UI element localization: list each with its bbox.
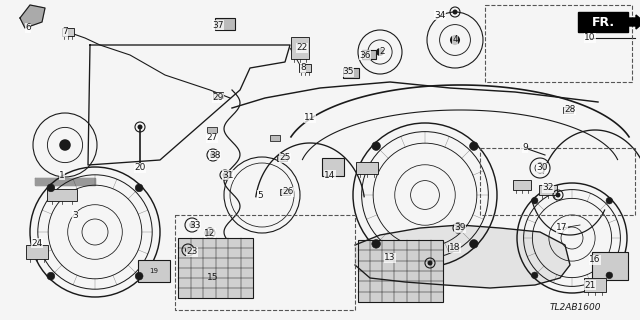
Circle shape — [185, 247, 191, 253]
Text: 11: 11 — [304, 114, 316, 123]
Text: 14: 14 — [324, 171, 336, 180]
Bar — [47, 189, 77, 201]
Bar — [175, 215, 355, 310]
Bar — [215, 18, 235, 30]
Polygon shape — [355, 225, 570, 288]
Bar — [299, 64, 311, 72]
Text: 24: 24 — [31, 238, 43, 247]
Circle shape — [189, 222, 195, 228]
Bar — [213, 92, 223, 98]
Bar — [207, 127, 217, 133]
Text: TL2AB1600: TL2AB1600 — [549, 303, 601, 313]
Circle shape — [47, 184, 55, 192]
Text: FR.: FR. — [591, 15, 614, 28]
Circle shape — [135, 184, 143, 192]
Bar — [480, 148, 635, 215]
Text: 23: 23 — [186, 247, 198, 257]
Text: 26: 26 — [282, 188, 294, 196]
Text: 38: 38 — [209, 150, 221, 159]
Text: 10: 10 — [584, 34, 596, 43]
Text: 15: 15 — [207, 273, 219, 282]
Text: 1: 1 — [59, 171, 65, 180]
FancyArrow shape — [629, 15, 640, 29]
Text: 7: 7 — [62, 28, 68, 36]
Text: 33: 33 — [189, 220, 201, 229]
Text: 39: 39 — [454, 223, 466, 233]
Bar — [280, 189, 290, 195]
Circle shape — [372, 142, 380, 150]
Bar — [592, 252, 628, 280]
Text: 28: 28 — [564, 106, 576, 115]
Bar — [277, 155, 287, 161]
Text: 34: 34 — [435, 11, 445, 20]
Text: 21: 21 — [584, 281, 596, 290]
Text: 6: 6 — [25, 23, 31, 33]
Text: 9: 9 — [522, 143, 528, 153]
Circle shape — [138, 124, 143, 130]
Bar — [513, 180, 531, 190]
Polygon shape — [35, 178, 95, 185]
Bar — [178, 238, 253, 298]
Polygon shape — [20, 5, 45, 28]
Text: 31: 31 — [222, 171, 234, 180]
Text: 12: 12 — [204, 228, 216, 237]
Text: 37: 37 — [212, 20, 224, 29]
Circle shape — [450, 35, 460, 45]
Bar — [26, 245, 48, 259]
Text: 4: 4 — [452, 36, 458, 44]
Bar — [343, 68, 359, 78]
Text: 3: 3 — [72, 211, 78, 220]
Text: 32: 32 — [542, 183, 554, 193]
Circle shape — [47, 272, 55, 280]
Text: 16: 16 — [589, 255, 601, 265]
Text: 2: 2 — [379, 47, 385, 57]
Text: 13: 13 — [384, 253, 396, 262]
Bar — [584, 278, 606, 292]
Bar — [448, 245, 458, 251]
Circle shape — [223, 172, 227, 178]
Text: 20: 20 — [134, 164, 146, 172]
Bar — [356, 162, 378, 174]
Bar — [62, 28, 74, 36]
Text: 25: 25 — [279, 154, 291, 163]
FancyBboxPatch shape — [578, 12, 628, 32]
Text: 5: 5 — [257, 190, 263, 199]
Text: 35: 35 — [342, 68, 354, 76]
Circle shape — [556, 193, 561, 197]
Text: 36: 36 — [359, 51, 371, 60]
Circle shape — [376, 48, 384, 56]
Circle shape — [470, 240, 478, 248]
Circle shape — [531, 272, 538, 279]
Bar — [485, 5, 632, 82]
Bar — [270, 135, 280, 141]
Circle shape — [372, 240, 380, 248]
Circle shape — [60, 139, 71, 151]
Text: 27: 27 — [206, 133, 218, 142]
Circle shape — [456, 226, 461, 230]
Circle shape — [207, 230, 212, 236]
Bar — [291, 37, 309, 59]
Circle shape — [135, 272, 143, 280]
Text: 19: 19 — [150, 268, 159, 274]
Bar — [563, 107, 573, 113]
Text: 17: 17 — [556, 223, 568, 233]
Circle shape — [470, 142, 478, 150]
Circle shape — [428, 260, 433, 266]
Bar — [322, 158, 344, 176]
Circle shape — [531, 197, 538, 204]
Bar — [358, 240, 443, 302]
Circle shape — [452, 10, 458, 14]
Circle shape — [210, 152, 216, 158]
Text: 29: 29 — [212, 93, 224, 102]
Text: 18: 18 — [449, 244, 461, 252]
Text: 8: 8 — [300, 63, 306, 73]
Circle shape — [606, 197, 612, 204]
Bar — [362, 50, 376, 59]
Bar — [138, 260, 170, 282]
Bar — [539, 185, 557, 195]
Circle shape — [606, 272, 612, 279]
Text: 30: 30 — [536, 164, 548, 172]
Text: 22: 22 — [296, 44, 308, 52]
